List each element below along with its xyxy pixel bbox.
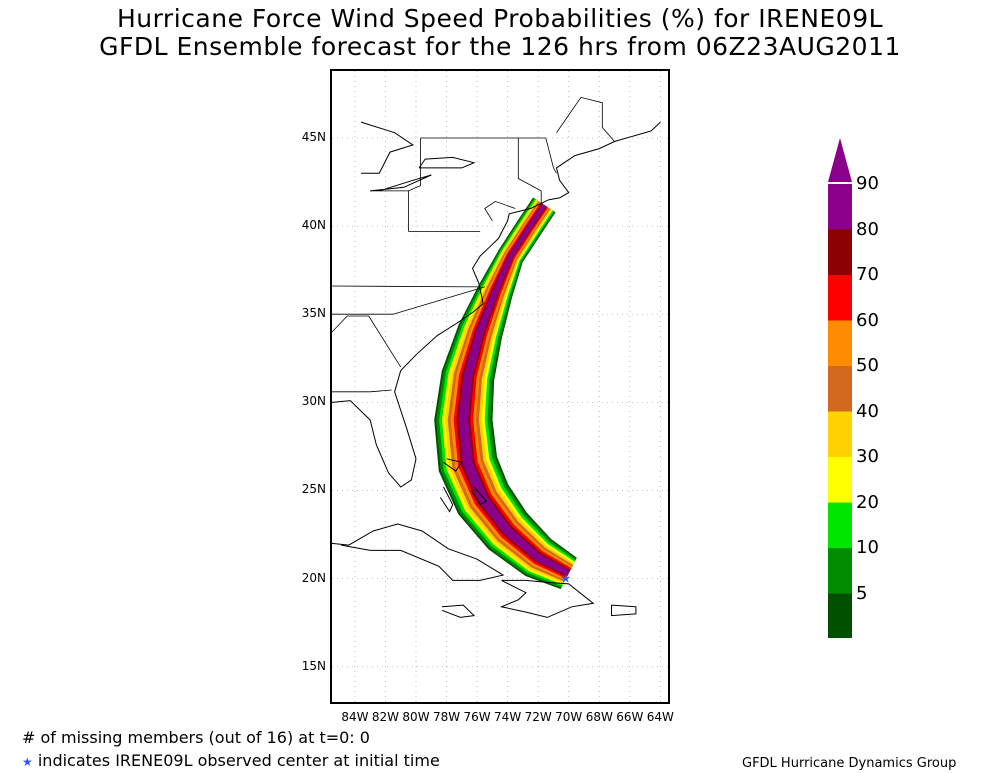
lon-tick-label: 74W <box>494 710 522 724</box>
coastline <box>650 121 661 132</box>
chart-title: Hurricane Force Wind Speed Probabilities… <box>116 4 884 33</box>
lat-tick-label: 15N <box>301 658 326 673</box>
lat-tick-label: 45N <box>301 129 326 144</box>
coastline <box>443 458 463 472</box>
state-border <box>332 286 485 315</box>
colorbar-swatch-60 <box>828 320 852 366</box>
state-border <box>370 137 546 192</box>
state-border <box>517 138 542 204</box>
probability-colorbar <box>828 138 852 638</box>
lon-tick-label: 64W <box>646 710 674 724</box>
map-panel: ★ <box>330 69 670 704</box>
colorbar-swatch-80 <box>828 229 852 275</box>
colorbar-top-arrow <box>828 138 852 182</box>
coastline <box>332 523 505 581</box>
lon-tick-label: 82W <box>371 710 400 724</box>
lon-tick-label: 84W <box>341 710 369 724</box>
state-border <box>332 285 481 288</box>
colorbar-label: 60 <box>856 309 879 331</box>
lake-outline <box>418 156 476 169</box>
lat-tick-label: 40N <box>301 218 326 233</box>
state-border <box>545 137 557 174</box>
lon-tick-label: 76W <box>463 710 491 724</box>
colorbar-label: 80 <box>856 218 879 240</box>
state-border <box>484 200 516 222</box>
coastline <box>441 604 476 618</box>
probability-swath <box>434 197 577 589</box>
colorbar-label: 20 <box>856 491 879 513</box>
coastline <box>439 486 454 513</box>
colorbar-label: 70 <box>856 264 879 285</box>
colorbar-label: 40 <box>856 400 879 422</box>
colorbar-swatch-20 <box>828 502 852 548</box>
colorbar-swatch-70 <box>828 275 852 321</box>
colorbar-label: 5 <box>856 582 868 604</box>
colorbar-swatch-30 <box>828 457 852 503</box>
colorbar-label: 10 <box>856 537 879 558</box>
missing-members-note: # of missing members (out of 16) at t=0:… <box>22 728 370 747</box>
lon-tick-label: 78W <box>432 710 461 724</box>
lake-outline <box>370 174 432 192</box>
colorbar-swatch-50 <box>828 366 852 412</box>
lon-tick-label: 68W <box>585 710 613 724</box>
colorbar-swatch-90 <box>828 184 852 230</box>
political-borders <box>332 96 615 393</box>
coastline <box>470 486 488 506</box>
lon-tick-label: 66W <box>616 710 644 724</box>
colorbar-label: 90 <box>856 173 879 194</box>
lake-outline <box>360 121 415 174</box>
map-canvas: ★ <box>332 71 668 702</box>
coastline <box>332 130 652 488</box>
credit-text: GFDL Hurricane Dynamics Group <box>742 756 957 771</box>
colorbar-label: 30 <box>856 446 879 467</box>
star-icon: ★ <box>22 755 33 769</box>
lat-tick-label: 35N <box>301 306 326 321</box>
observed-center-star-icon: ★ <box>560 572 571 586</box>
coastline <box>611 604 637 617</box>
state-border <box>332 389 392 393</box>
coastline <box>499 579 595 618</box>
observed-center-note-text: indicates IRENE09L observed center at in… <box>37 751 440 770</box>
lat-tick-label: 25N <box>301 482 326 497</box>
lon-tick-label: 70W <box>555 710 583 724</box>
lon-tick-label: 72W <box>524 710 552 724</box>
colorbar-swatch-40 <box>828 411 852 457</box>
chart-subtitle: GFDL Ensemble forecast for the 126 hrs f… <box>99 32 901 61</box>
lon-tick-label: 80W <box>402 710 430 724</box>
state-border <box>556 96 615 142</box>
state-border <box>332 315 402 368</box>
observed-center-note: ★ indicates IRENE09L observed center at … <box>22 751 440 770</box>
colorbar-swatch-5 <box>828 593 852 638</box>
gridlines <box>332 71 668 702</box>
lat-tick-label: 30N <box>301 394 326 409</box>
colorbar-swatch-10 <box>828 548 852 594</box>
lat-tick-label: 20N <box>301 570 326 585</box>
colorbar-label: 50 <box>856 355 879 376</box>
coastlines <box>332 121 661 618</box>
